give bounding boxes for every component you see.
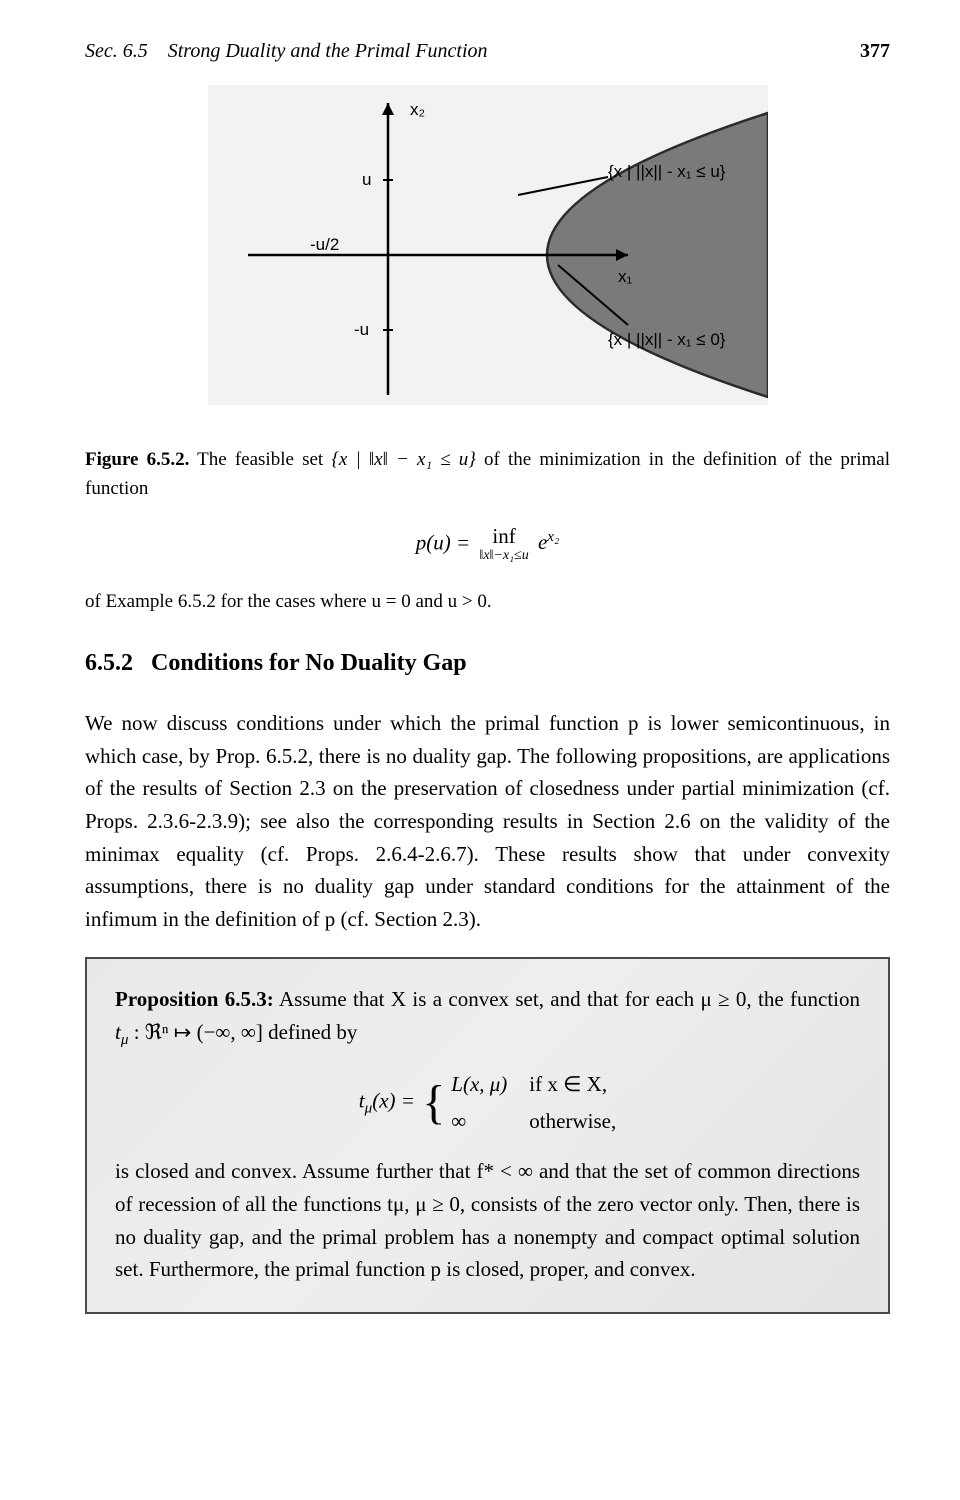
body-paragraph: We now discuss conditions under which th… [85,707,890,935]
eq1-inf-sub: ‖x‖−x₁≤u [479,549,528,563]
label-set-u: {x | ||x|| - x₁ ≤ u} [608,162,726,181]
eq1-e: e [538,530,547,554]
figure-caption-a: The feasible set [189,449,331,470]
label-set-0: {x | ||x|| - x₁ ≤ 0} [608,330,726,349]
proposition-intro-a: Assume that X is a convex set, and that … [274,987,860,1011]
label-u: u [362,170,371,189]
prop-eq-cases: { L(x, μ) if x ∈ X, ∞ otherwise, [420,1068,616,1137]
eq1-rhs: ex₂ [538,530,559,554]
figure-caption-tail: of Example 6.5.2 for the cases where u =… [85,587,890,616]
label-neg-u2: -u/2 [310,235,339,254]
eq1-lhs: p(u) = [416,530,476,554]
proposition-intro-b: : ℜⁿ ↦ (−∞, ∞] defined by [128,1020,357,1044]
cases-grid: L(x, μ) if x ∈ X, ∞ otherwise, [451,1068,616,1137]
section-heading: 6.5.2 Conditions for No Duality Gap [85,650,890,677]
figure-caption: Figure 6.5.2. The feasible set {x | ‖x‖ … [85,445,890,504]
header-section: Sec. 6.5 Strong Duality and the Primal F… [85,40,488,63]
case1-cond: if x ∈ X, [529,1068,616,1101]
figure-container: x₂ x₁ u -u/2 -u {x | ||x|| - x₁ ≤ u} {x … [208,85,768,405]
equation-primal: p(u) = inf ‖x‖−x₁≤u ex₂ [85,526,890,563]
label-x2: x₂ [410,100,425,119]
section-number: 6.5.2 [85,650,133,676]
page-header: Sec. 6.5 Strong Duality and the Primal F… [85,40,890,63]
eq1-inf-top: inf [492,524,515,548]
figure-svg: x₂ x₁ u -u/2 -u {x | ||x|| - x₁ ≤ u} {x … [208,85,768,405]
header-pageno: 377 [860,40,890,63]
figure-caption-lead: Figure 6.5.2. [85,449,189,470]
case2-val: ∞ [451,1105,507,1138]
label-x1: x₁ [618,267,633,286]
proposition-box: Proposition 6.5.3: Assume that X is a co… [85,957,890,1313]
proposition-lead: Proposition 6.5.3: [115,987,274,1011]
case2-cond: otherwise, [529,1105,616,1138]
section-title: Conditions for No Duality Gap [151,650,467,676]
case1-val: L(x, μ) [451,1068,507,1101]
eq1-inf: inf ‖x‖−x₁≤u [479,526,528,563]
proposition-equation: tμ(x) = { L(x, μ) if x ∈ X, ∞ otherwise, [115,1068,860,1137]
proposition-tail: is closed and convex. Assume further tha… [115,1159,860,1281]
page: Sec. 6.5 Strong Duality and the Primal F… [0,0,960,1354]
label-neg-u: -u [354,320,369,339]
figure-caption-set: {x | ‖x‖ − x₁ ≤ u} [331,449,476,470]
left-brace-icon: { [422,1082,445,1124]
eq1-exp: x₂ [547,529,559,545]
prop-eq-lhs-tail: (x) = [372,1089,420,1113]
